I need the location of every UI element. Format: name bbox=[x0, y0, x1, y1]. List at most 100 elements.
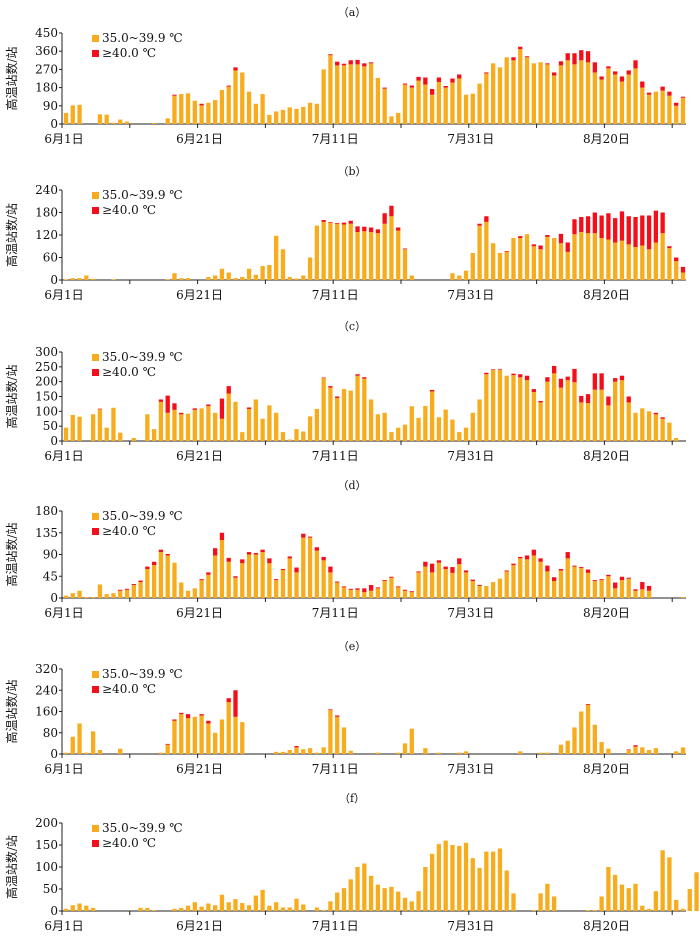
bar-moderate-day-76 bbox=[572, 727, 577, 754]
bar-extreme-day-82 bbox=[613, 582, 618, 589]
bar-extreme-day-72 bbox=[545, 235, 550, 237]
bar-moderate-day-17 bbox=[172, 409, 177, 441]
bar-moderate-day-26 bbox=[233, 70, 238, 124]
x-tick-label: 7月11日 bbox=[312, 919, 359, 933]
bar-extreme-day-86 bbox=[640, 215, 645, 246]
bar-moderate-day-92 bbox=[680, 597, 686, 598]
bar-extreme-day-66 bbox=[504, 570, 509, 572]
bar-moderate-day-6 bbox=[97, 750, 103, 754]
bar-moderate-day-35 bbox=[294, 429, 299, 441]
bar-extreme-day-87 bbox=[646, 585, 652, 591]
bar-moderate-day-12 bbox=[138, 582, 143, 598]
bar-extreme-day-82 bbox=[613, 71, 618, 75]
bar-moderate-day-51 bbox=[402, 897, 408, 911]
bar-moderate-day-59 bbox=[457, 564, 462, 598]
bar-moderate-day-53 bbox=[416, 80, 421, 124]
bar-moderate-day-54 bbox=[423, 84, 428, 124]
bar-extreme-day-83 bbox=[619, 375, 625, 381]
bar-extreme-day-57 bbox=[443, 566, 448, 569]
legend-swatch bbox=[92, 825, 99, 832]
bar-extreme-day-57 bbox=[443, 85, 448, 88]
bar-moderate-day-67 bbox=[511, 60, 516, 124]
panel-title: （e） bbox=[338, 640, 367, 653]
bar-moderate-day-24 bbox=[219, 268, 225, 280]
panel-title: （f） bbox=[339, 792, 365, 805]
bar-extreme-day-36 bbox=[301, 533, 306, 538]
bar-extreme-day-62 bbox=[477, 584, 482, 586]
legend-swatch bbox=[92, 513, 99, 520]
y-tick-label: 0 bbox=[50, 117, 58, 131]
x-tick-label: 6月1日 bbox=[44, 919, 83, 933]
bar-moderate-day-83 bbox=[619, 380, 625, 441]
bar-moderate-day-50 bbox=[396, 752, 401, 754]
bar-extreme-day-70 bbox=[531, 389, 536, 393]
bar-extreme-day-75 bbox=[565, 552, 570, 559]
bar-moderate-day-91 bbox=[674, 105, 679, 124]
bar-extreme-day-68 bbox=[518, 556, 523, 559]
bar-moderate-day-85 bbox=[633, 590, 638, 598]
bar-extreme-day-25 bbox=[226, 557, 231, 562]
bar-moderate-day-48 bbox=[382, 88, 387, 124]
bar-extreme-day-12 bbox=[138, 580, 143, 583]
bar-extreme-day-10 bbox=[124, 588, 130, 590]
bar-extreme-day-67 bbox=[511, 373, 516, 376]
bar-moderate-day-16 bbox=[165, 555, 170, 598]
bar-moderate-day-45 bbox=[362, 592, 367, 598]
legend-label: 35.0~39.9 ℃ bbox=[102, 188, 183, 202]
bar-extreme-day-74 bbox=[558, 569, 564, 571]
bar-moderate-day-48 bbox=[382, 223, 387, 280]
bar-moderate-day-66 bbox=[504, 251, 509, 280]
y-tick-label: 240 bbox=[35, 683, 58, 697]
bar-moderate-day-44 bbox=[355, 589, 360, 598]
bar-extreme-day-40 bbox=[328, 566, 333, 573]
bar-moderate-day-91 bbox=[674, 261, 679, 280]
bar-extreme-day-35 bbox=[294, 567, 299, 573]
bar-extreme-day-19 bbox=[185, 714, 191, 719]
bar-moderate-day-31 bbox=[267, 265, 272, 280]
bar-extreme-day-17 bbox=[172, 719, 177, 721]
y-tick-label: 0 bbox=[50, 434, 58, 448]
y-tick-label: 180 bbox=[35, 504, 58, 518]
panel-e: （e） 0 80 160 240 320 6月1日 6月21日 7月11日 7月31日 8月20日 高… bbox=[4, 640, 686, 776]
bar-moderate-day-69 bbox=[524, 380, 530, 441]
bar-moderate-day-20 bbox=[192, 902, 197, 911]
bar-extreme-day-89 bbox=[660, 212, 665, 234]
bar-moderate-day-76 bbox=[572, 234, 577, 280]
bar-moderate-day-70 bbox=[531, 246, 536, 280]
bar-moderate-day-19 bbox=[185, 413, 191, 441]
y-tick-label: 270 bbox=[35, 62, 58, 76]
bar-extreme-day-84 bbox=[626, 396, 631, 403]
bar-moderate-day-3 bbox=[77, 590, 82, 598]
bar-moderate-day-78 bbox=[585, 572, 591, 598]
bar-moderate-day-57 bbox=[443, 409, 448, 441]
bar-moderate-day-1 bbox=[63, 427, 69, 441]
bar-moderate-day-42 bbox=[341, 224, 347, 280]
bar-moderate-day-61 bbox=[470, 412, 475, 441]
bar-moderate-day-41 bbox=[335, 223, 340, 280]
bar-moderate-day-75 bbox=[565, 251, 570, 280]
bar-moderate-day-43 bbox=[348, 589, 353, 598]
bar-moderate-day-36 bbox=[301, 275, 306, 280]
bar-extreme-day-85 bbox=[633, 589, 638, 591]
bar-extreme-day-40 bbox=[328, 54, 333, 56]
y-tick-label: 90 bbox=[43, 548, 58, 562]
x-tick-label: 8月20日 bbox=[583, 762, 630, 776]
bar-moderate-day-60 bbox=[463, 572, 469, 598]
bar-extreme-day-81 bbox=[606, 574, 611, 577]
legend-swatch bbox=[92, 354, 99, 361]
bar-moderate-day-38 bbox=[314, 752, 320, 754]
bar-moderate-day-12 bbox=[138, 907, 143, 911]
bar-moderate-day-35 bbox=[294, 898, 299, 911]
bar-moderate-day-35 bbox=[294, 278, 299, 280]
bar-moderate-day-11 bbox=[131, 584, 136, 598]
bar-moderate-day-78 bbox=[585, 62, 591, 124]
bar-extreme-day-23 bbox=[213, 548, 218, 556]
bar-moderate-day-4 bbox=[84, 597, 89, 598]
bar-moderate-day-92 bbox=[680, 908, 686, 911]
bar-moderate-day-61 bbox=[470, 253, 475, 280]
bar-moderate-day-8 bbox=[111, 122, 116, 124]
bar-moderate-day-8 bbox=[111, 407, 116, 441]
y-tick-label: 180 bbox=[35, 206, 58, 220]
bar-moderate-day-24 bbox=[219, 90, 225, 124]
bar-moderate-day-88 bbox=[653, 91, 659, 124]
